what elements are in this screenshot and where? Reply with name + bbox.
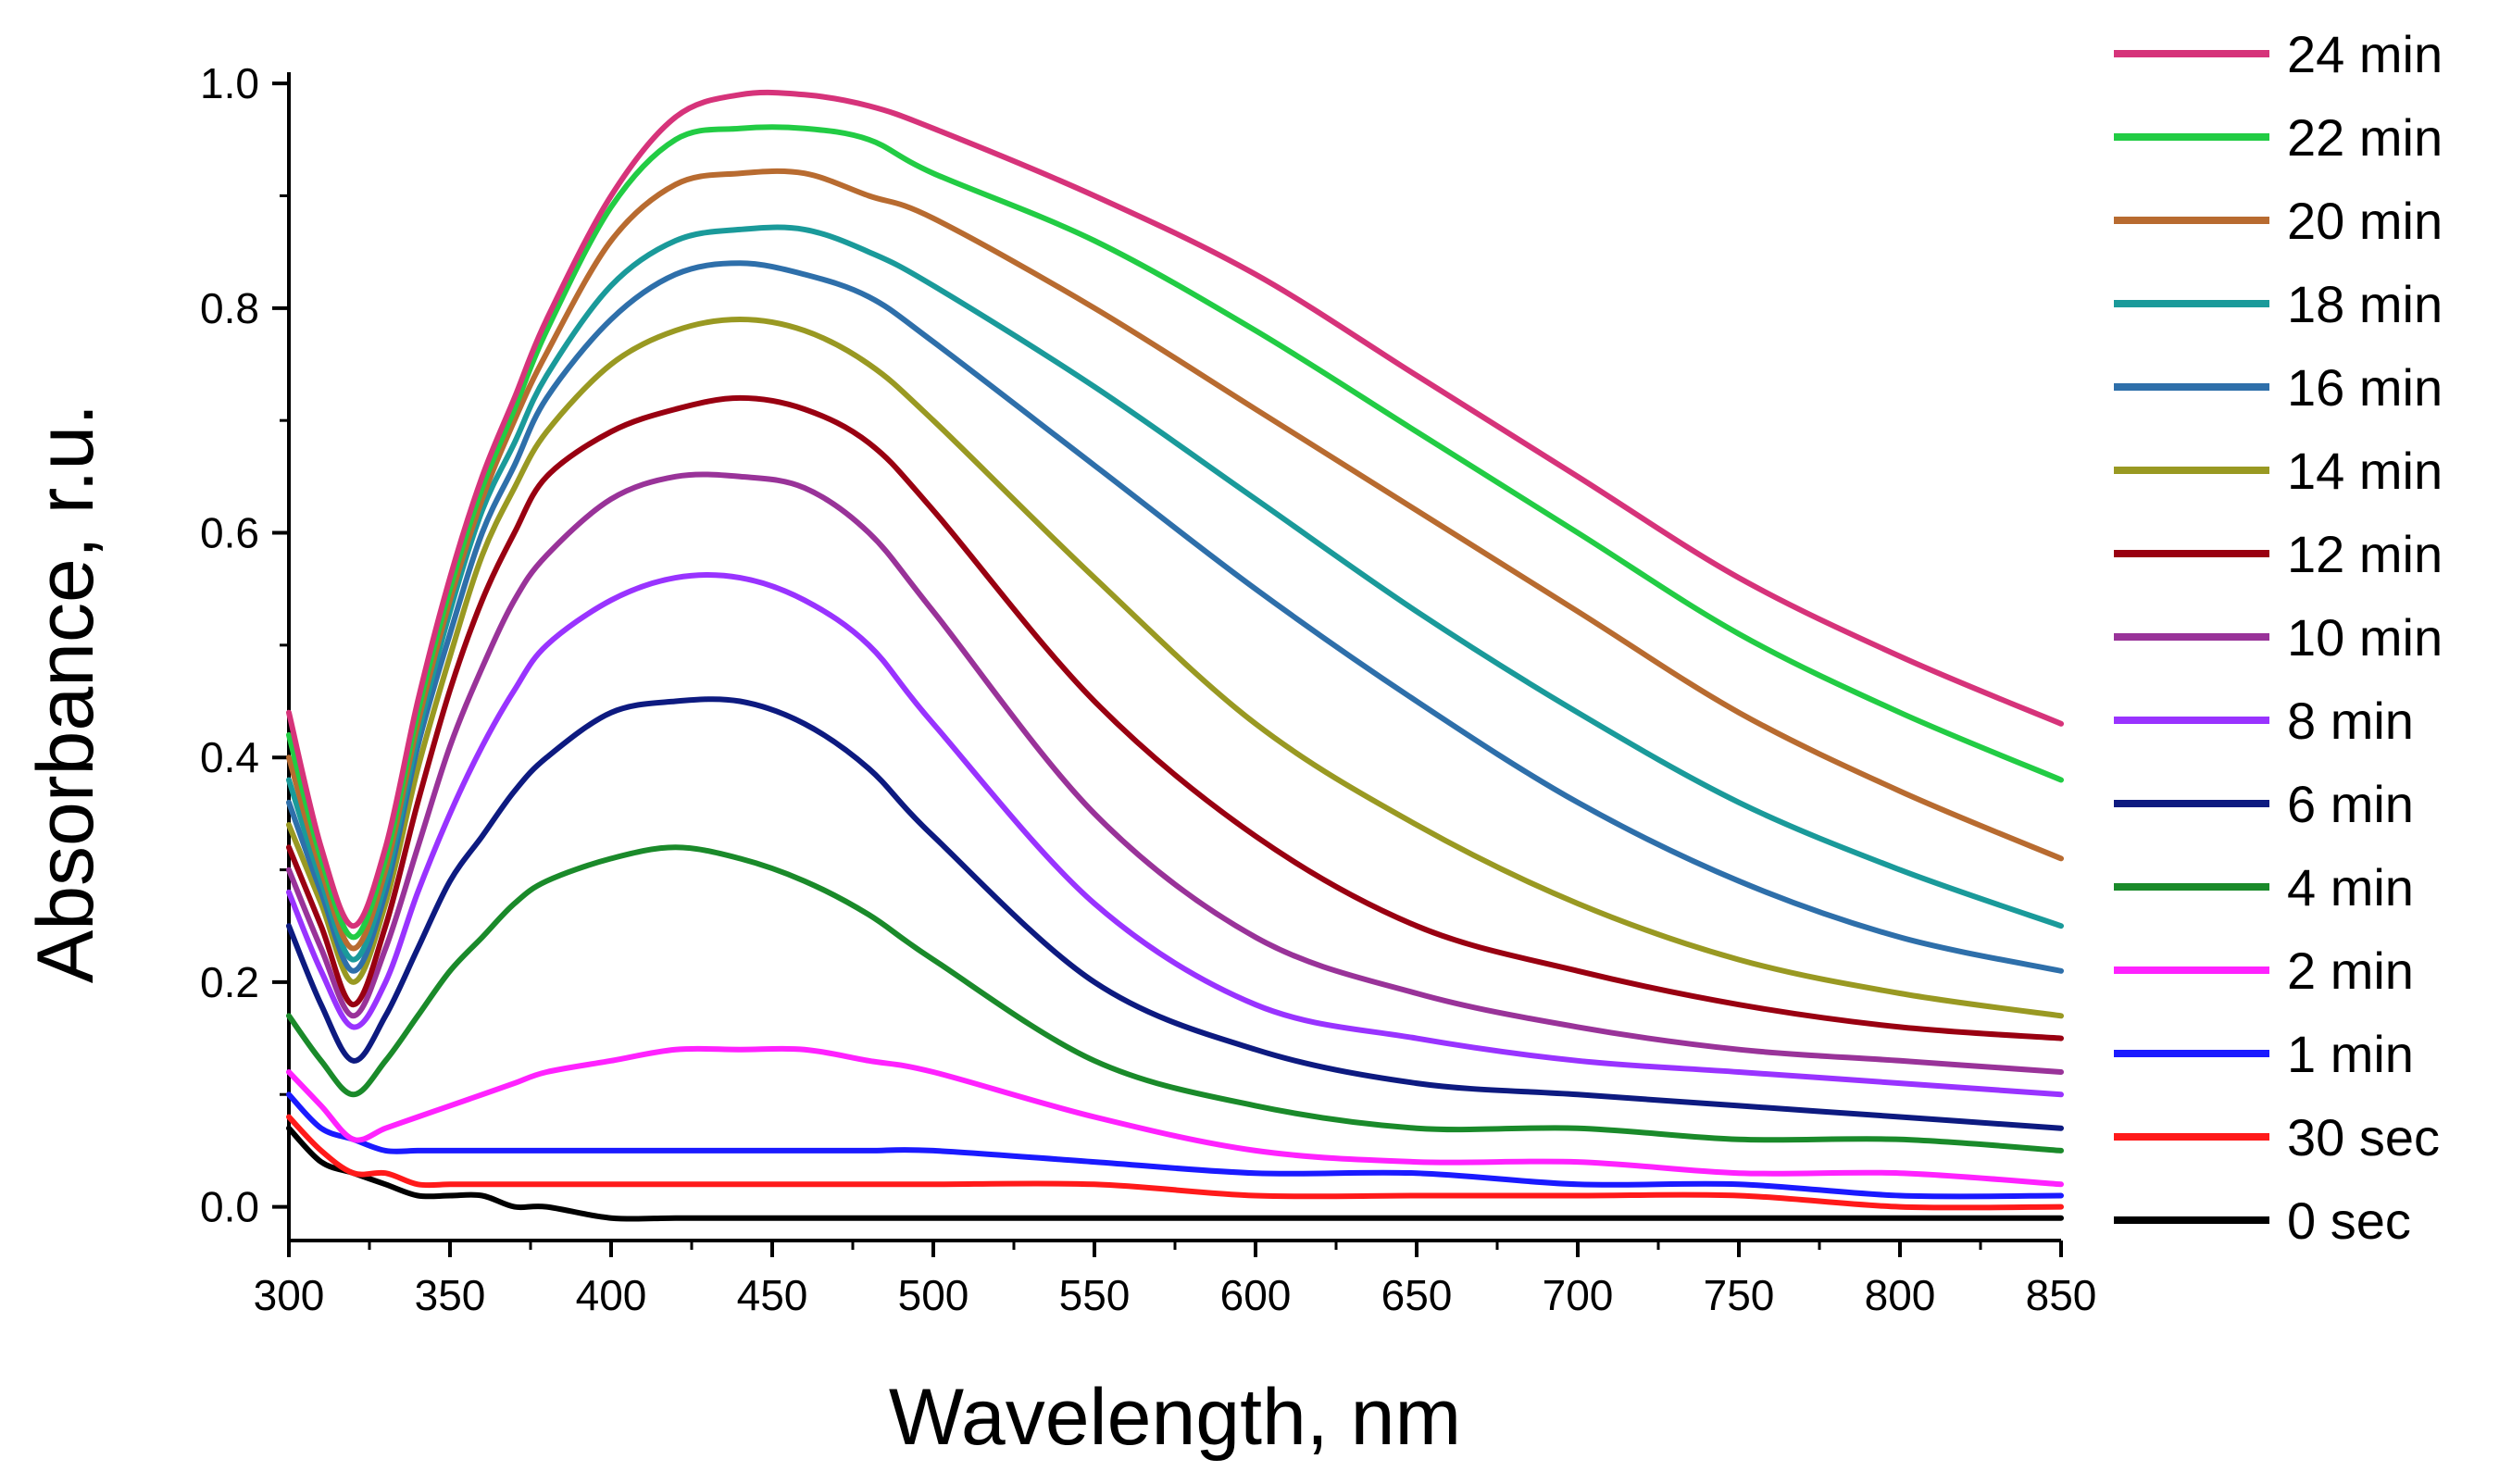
- legend-label: 10 min: [2287, 608, 2443, 667]
- legend-label: 6 min: [2287, 775, 2414, 833]
- y-tick-label: 0.2: [200, 958, 259, 1006]
- legend-label: 4 min: [2287, 858, 2414, 917]
- x-axis-title: Wavelength, nm: [889, 1373, 1461, 1462]
- series-line-1-min: [286, 1091, 2064, 1200]
- legend-label: 20 min: [2287, 192, 2443, 250]
- series-line-8-min: [286, 572, 2064, 1098]
- y-tick-label: 0.4: [200, 733, 259, 781]
- y-tick-label: 1.0: [200, 59, 259, 107]
- series-line-2-min: [286, 1045, 2064, 1188]
- legend-label: 24 min: [2287, 25, 2443, 83]
- series-line-10-min: [286, 471, 2064, 1075]
- x-tick-label: 450: [737, 1271, 808, 1319]
- y-tick-label: 0.6: [200, 509, 259, 557]
- legend-label: 0 sec: [2287, 1191, 2411, 1250]
- series-line-16-min: [286, 260, 2064, 974]
- series-line-4-min: [286, 844, 2064, 1154]
- y-axis-ticks: 0.0 0.2 0.4 0.6 0.8 1.0: [200, 59, 289, 1231]
- series-line-6-min: [286, 696, 2064, 1131]
- legend: 24 min 22 min 20 min 18 min 16 min 14 min 12 m…: [2114, 25, 2443, 1250]
- x-tick-label: 600: [1220, 1271, 1292, 1319]
- y-tick-label: 0.0: [200, 1183, 259, 1231]
- legend-label: 30 sec: [2287, 1108, 2440, 1166]
- series-line-20-min: [286, 168, 2064, 952]
- series-line-0-sec: [286, 1125, 2064, 1222]
- series-line-22-min: [286, 124, 2064, 941]
- x-tick-label: 700: [1543, 1271, 1614, 1319]
- x-tick-label: 800: [1865, 1271, 1936, 1319]
- series-lines: [286, 89, 2064, 1222]
- legend-label: 2 min: [2287, 942, 2414, 1000]
- x-tick-label: 500: [898, 1271, 969, 1319]
- y-axis-title: Absorbance, r.u.: [21, 404, 110, 983]
- series-line-30-sec: [286, 1114, 2064, 1211]
- x-axis-ticks: 300 350 400 450 500 550 600 650 700 750 800 850: [254, 1241, 2097, 1319]
- legend-label: 22 min: [2287, 108, 2443, 167]
- x-tick-label: 850: [2026, 1271, 2097, 1319]
- x-tick-label: 300: [254, 1271, 325, 1319]
- y-tick-label: 0.8: [200, 284, 259, 332]
- legend-label: 12 min: [2287, 525, 2443, 583]
- series-line-12-min: [286, 394, 2064, 1041]
- legend-label: 8 min: [2287, 692, 2414, 750]
- series-line-14-min: [286, 317, 2064, 1019]
- x-tick-label: 750: [1704, 1271, 1775, 1319]
- legend-label: 16 min: [2287, 358, 2443, 417]
- x-tick-label: 550: [1059, 1271, 1131, 1319]
- x-tick-label: 400: [576, 1271, 647, 1319]
- x-tick-label: 650: [1381, 1271, 1453, 1319]
- x-tick-label: 350: [415, 1271, 486, 1319]
- legend-label: 14 min: [2287, 442, 2443, 500]
- legend-label: 1 min: [2287, 1025, 2414, 1083]
- series-line-24-min: [286, 89, 2064, 929]
- legend-label: 18 min: [2287, 275, 2443, 333]
